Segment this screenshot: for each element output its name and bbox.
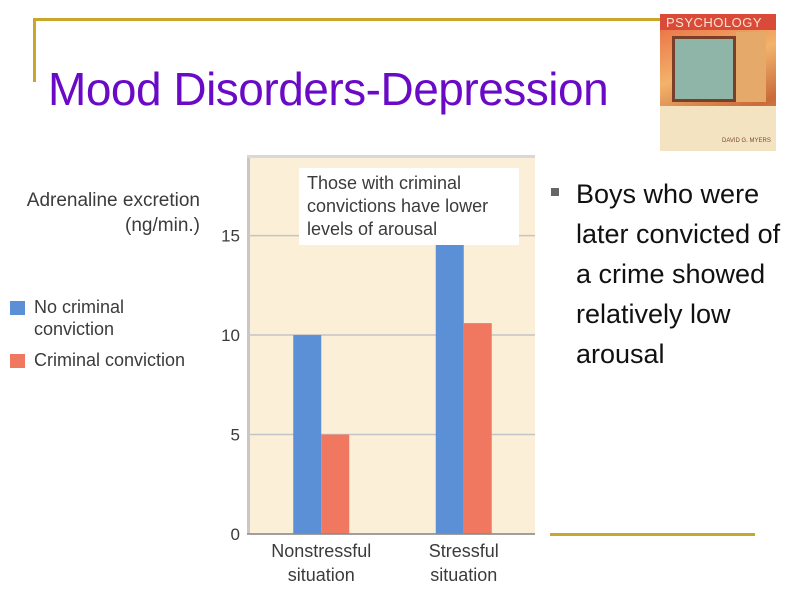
y-tick-label-10: 10 xyxy=(221,326,240,345)
book-cover-window xyxy=(672,36,736,102)
frame-left-line xyxy=(33,18,36,82)
bar-1-0 xyxy=(321,434,350,534)
chart-annotation: Those with criminal convictions have low… xyxy=(299,168,519,245)
y-tick-label-15: 15 xyxy=(221,227,240,246)
book-cover-title: PSYCHOLOGY xyxy=(666,15,763,30)
y-axis-line xyxy=(247,156,250,534)
bullet-text: Boys who were later convicted of a crime… xyxy=(576,179,781,369)
bar-chart: 0 5 10 15 Nonstressful situation Stressful situ… xyxy=(0,150,540,595)
bullet-square-icon xyxy=(551,188,559,196)
bar-1-1 xyxy=(463,323,492,534)
book-cover-band xyxy=(660,14,776,30)
y-axis-label: Adrenaline excretion (ng/min.) xyxy=(26,190,200,236)
slide-title: Mood Disorders-Depression xyxy=(48,63,609,115)
book-cover-table xyxy=(660,106,776,151)
x-category-label-0-1: situation xyxy=(288,565,355,585)
x-category-label-1-0: Stressful xyxy=(429,541,499,561)
bar-0-0 xyxy=(293,335,322,534)
book-cover-image: PSYCHOLOGY DAVID G. MYERS xyxy=(660,14,776,151)
x-category-label-0-0: Nonstressful xyxy=(271,541,371,561)
legend-label-conviction: Criminal conviction xyxy=(34,350,186,370)
book-cover-window-right xyxy=(736,32,766,102)
legend-label-no-conviction: No criminal conviction xyxy=(34,297,125,339)
bar-0-1 xyxy=(435,235,464,534)
legend-swatch-no-conviction xyxy=(10,301,25,315)
frame-bottom-line xyxy=(550,533,755,536)
bar-chart-svg: 0 5 10 15 Nonstressful situation Stressful situ… xyxy=(221,155,535,585)
x-category-label-1-1: situation xyxy=(430,565,497,585)
legend-swatch-conviction xyxy=(10,354,25,368)
legend-item-conviction: Criminal conviction xyxy=(10,349,209,371)
y-tick-label-0: 0 xyxy=(231,525,240,544)
frame-top-line xyxy=(33,18,661,21)
bullet-point: Boys who were later convicted of a crime… xyxy=(551,174,791,374)
book-cover-author: DAVID G. MYERS xyxy=(722,138,771,144)
y-tick-label-5: 5 xyxy=(231,426,240,445)
legend-item-no-conviction: No criminal conviction xyxy=(10,296,209,340)
plot-top-border xyxy=(247,155,535,158)
